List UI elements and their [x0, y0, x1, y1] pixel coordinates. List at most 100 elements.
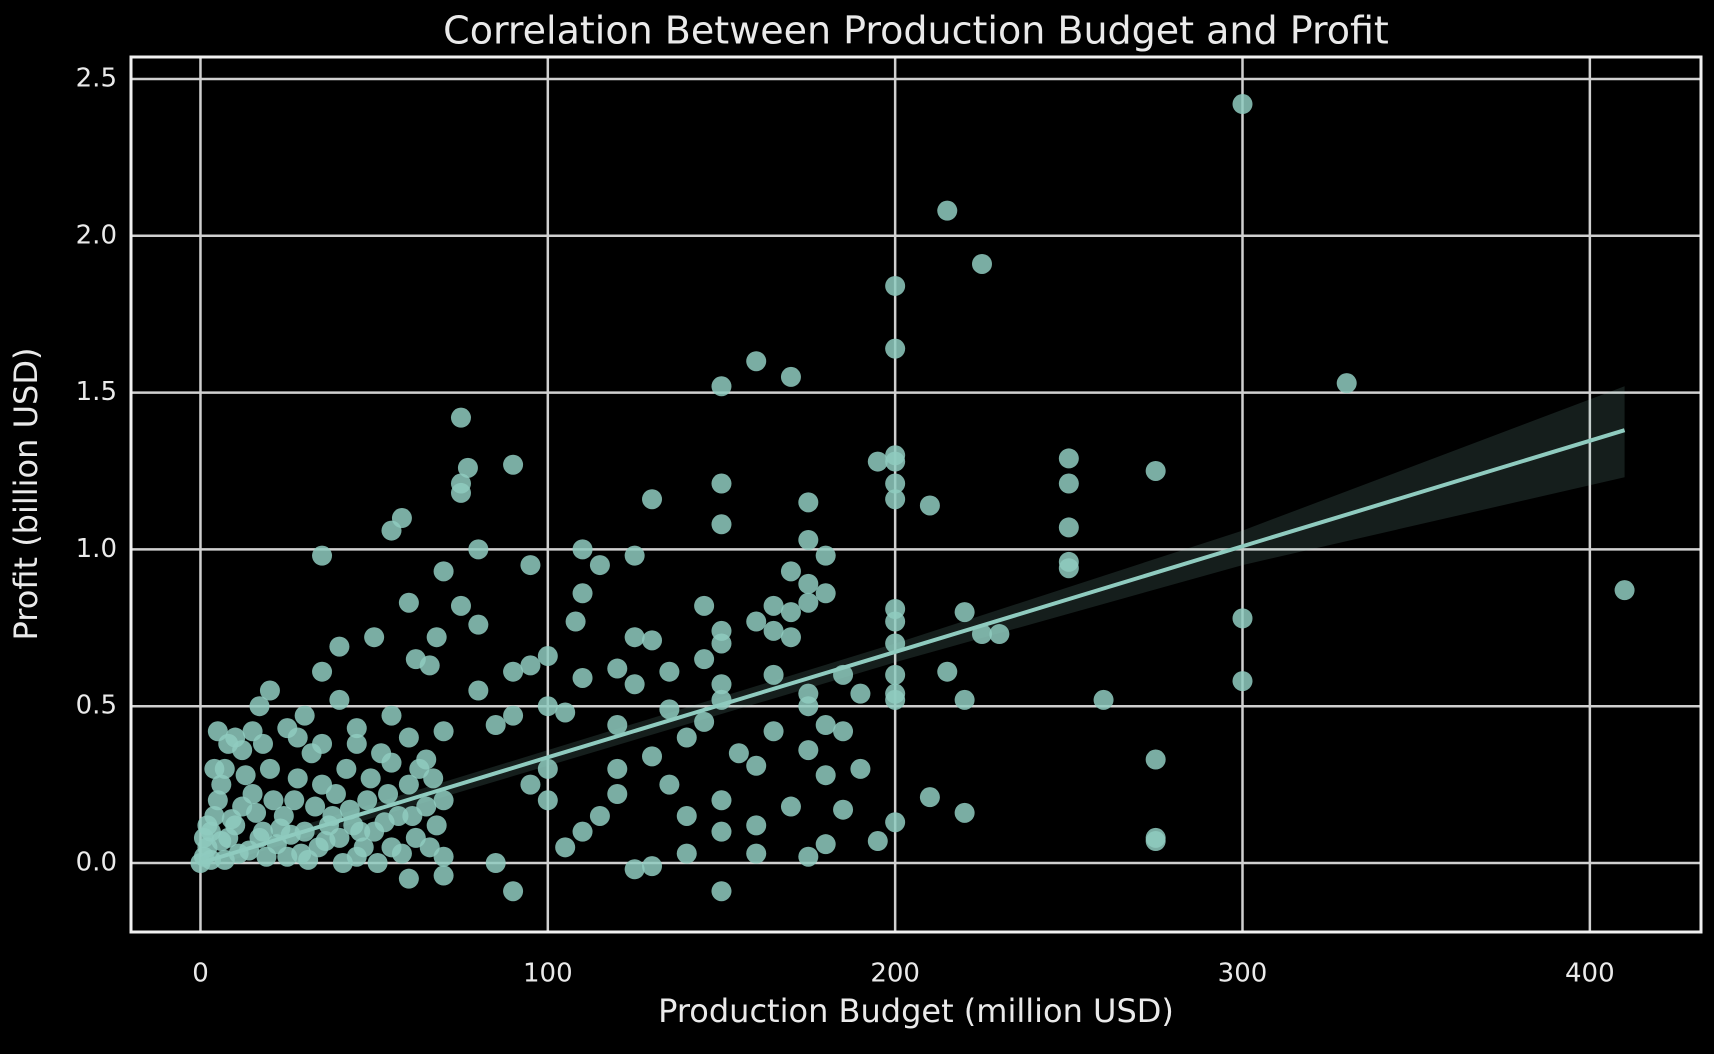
point: [885, 338, 906, 359]
point: [642, 856, 663, 877]
point: [642, 630, 663, 651]
point: [833, 799, 854, 820]
y-tick-label: 2.5: [76, 63, 117, 93]
point: [433, 790, 454, 811]
chart-title: Correlation Between Production Budget an…: [443, 9, 1389, 53]
point: [659, 661, 680, 682]
point: [867, 451, 888, 472]
point: [468, 614, 489, 635]
point: [919, 787, 940, 808]
x-tick-label: 300: [1218, 959, 1268, 989]
point: [659, 774, 680, 795]
point: [919, 495, 940, 516]
point: [537, 790, 558, 811]
point: [624, 627, 645, 648]
point: [503, 705, 524, 726]
point: [1058, 558, 1079, 579]
point: [287, 727, 308, 748]
point: [642, 489, 663, 510]
point: [287, 768, 308, 789]
point: [426, 815, 447, 836]
point: [378, 784, 399, 805]
point: [398, 868, 419, 889]
y-tick-label: 2.0: [76, 220, 117, 250]
point: [1145, 460, 1166, 481]
point: [221, 809, 242, 830]
y-tick-label: 0.0: [76, 848, 117, 878]
point: [1058, 473, 1079, 494]
point: [364, 627, 385, 648]
point: [711, 790, 732, 811]
point: [450, 595, 471, 616]
point: [457, 457, 478, 478]
point: [315, 831, 336, 852]
point: [798, 529, 819, 550]
point: [381, 520, 402, 541]
y-tick-label: 0.5: [76, 691, 117, 721]
point: [381, 752, 402, 773]
point: [1058, 448, 1079, 469]
point: [746, 611, 767, 632]
point: [624, 674, 645, 695]
point: [607, 784, 628, 805]
point: [711, 881, 732, 902]
point: [798, 740, 819, 761]
point: [252, 733, 273, 754]
point: [263, 790, 284, 811]
point: [885, 689, 906, 710]
point: [937, 661, 958, 682]
point: [207, 790, 228, 811]
point: [193, 827, 214, 848]
point: [329, 636, 350, 657]
y-tick-label: 1.5: [76, 377, 117, 407]
point: [346, 733, 367, 754]
point: [885, 812, 906, 833]
point: [885, 664, 906, 685]
point: [954, 689, 975, 710]
point: [433, 721, 454, 742]
point: [885, 473, 906, 494]
point: [798, 846, 819, 867]
point: [798, 492, 819, 513]
point: [624, 545, 645, 566]
point: [1232, 94, 1253, 115]
point: [937, 200, 958, 221]
point: [954, 602, 975, 623]
point: [763, 664, 784, 685]
point: [746, 755, 767, 776]
point: [572, 539, 593, 560]
point: [503, 661, 524, 682]
point: [537, 758, 558, 779]
point: [294, 705, 315, 726]
point: [1093, 689, 1114, 710]
point: [256, 846, 277, 867]
point: [398, 727, 419, 748]
point: [694, 711, 715, 732]
point: [1614, 580, 1635, 601]
point: [537, 646, 558, 667]
point: [694, 595, 715, 616]
point: [381, 705, 402, 726]
point: [249, 696, 270, 717]
point: [815, 545, 836, 566]
point: [676, 843, 697, 864]
regression-line: [199, 428, 1626, 865]
point: [1232, 671, 1253, 692]
point: [336, 758, 357, 779]
point: [204, 758, 225, 779]
point: [572, 583, 593, 604]
points: [190, 94, 1635, 902]
point: [971, 253, 992, 274]
point: [572, 667, 593, 688]
point: [694, 649, 715, 670]
point: [305, 796, 326, 817]
point: [284, 790, 305, 811]
point: [815, 583, 836, 604]
point: [989, 624, 1010, 645]
point: [607, 658, 628, 679]
point: [312, 733, 333, 754]
point: [885, 489, 906, 510]
point: [374, 812, 395, 833]
point: [728, 743, 749, 764]
